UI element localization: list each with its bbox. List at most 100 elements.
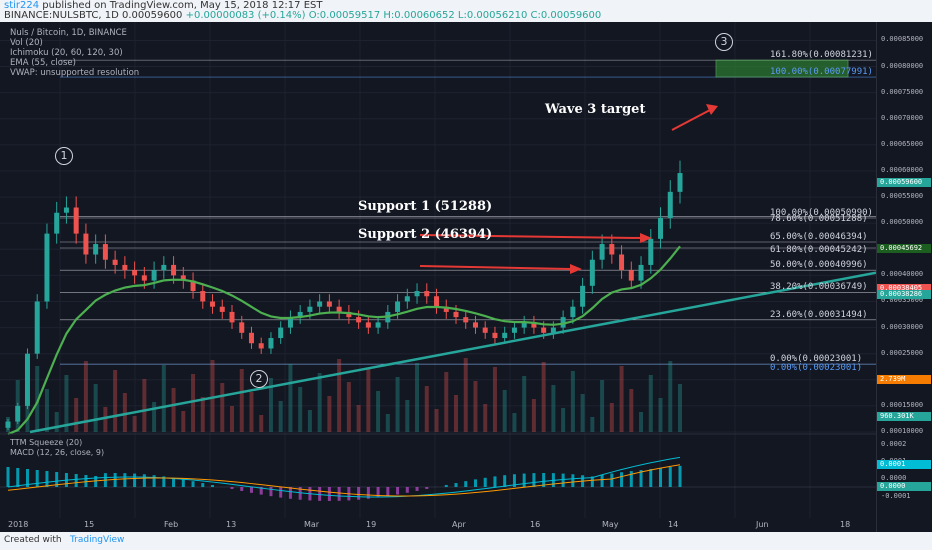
volume-bar <box>454 395 458 432</box>
macd-legend-label[interactable]: MACD (12, 26, close, 9) <box>10 448 105 457</box>
volume-bar <box>385 414 390 432</box>
candle-body <box>297 311 303 318</box>
macd-hist-bar <box>211 485 215 487</box>
macd-hist-bar <box>84 475 88 487</box>
tradingview-logo-link[interactable]: TradingView <box>70 535 125 545</box>
price-tick: 0.00025000 <box>881 348 924 357</box>
volume-bar <box>35 366 40 432</box>
candle-body <box>648 238 654 265</box>
volume-bar <box>522 376 527 432</box>
time-tick: 13 <box>226 520 237 529</box>
volume-bar <box>181 411 186 432</box>
volume-bar <box>658 398 663 432</box>
price-axis[interactable]: 0.00085000 0.00080000 0.00075000 0.00070000… <box>876 22 932 532</box>
candle-body <box>570 306 576 318</box>
fib-label: 50.00%(0.00040996) <box>770 260 868 271</box>
macd-hist-bar <box>269 487 273 497</box>
macd-hist-bar <box>279 487 283 498</box>
volume-bar <box>590 417 595 432</box>
macd-hist-bar <box>659 468 663 487</box>
legend-vwap[interactable]: VWAP: unsupported resolution <box>10 68 140 78</box>
volume-bar <box>249 392 254 432</box>
candle-body <box>424 291 430 297</box>
candle-body <box>375 322 381 328</box>
volume-bar <box>366 368 371 432</box>
fib-label: 0.00%(0.00023001) <box>770 354 863 365</box>
macd-hist-bar <box>415 487 419 491</box>
time-axis[interactable]: 2018 15 Feb 13 Mar 19 Apr 16 May 14 Jun 18 <box>0 518 876 532</box>
price-tick: 0.00075000 <box>881 87 924 96</box>
macd-hist-bar <box>181 479 185 487</box>
volume-bar <box>317 373 322 432</box>
candle-body <box>54 212 60 234</box>
volume-bar <box>483 404 488 432</box>
volume-bar <box>93 384 98 432</box>
macd-hist-bar <box>357 487 361 500</box>
legend-ichimoku[interactable]: Ichimoku (20, 60, 120, 30) <box>10 48 123 58</box>
candle-body <box>414 291 420 297</box>
time-tick: 16 <box>530 520 541 529</box>
candle-body <box>453 311 459 318</box>
candle-body <box>44 233 50 302</box>
candle-body <box>258 343 264 349</box>
volume-bar <box>463 358 468 432</box>
volume-bar <box>609 403 614 432</box>
author-link[interactable]: stir224 <box>4 0 40 11</box>
price-tick: 0.00080000 <box>881 61 924 70</box>
created-with-text: Created with <box>4 535 62 545</box>
macd-hist-bar <box>6 467 10 487</box>
macd-hist-bar <box>483 477 487 487</box>
volume-bar <box>346 382 351 432</box>
ticker-line: BINANCE:NULSBTC, 1D 0.00059600 +0.000000… <box>4 10 601 21</box>
candle-body <box>365 322 371 328</box>
time-tick: 19 <box>366 520 377 529</box>
volume-bar <box>171 388 176 432</box>
wave-3-arrow <box>671 109 711 131</box>
macd-hist-bar <box>191 481 195 487</box>
candle-body <box>229 311 235 323</box>
candle-body <box>580 285 586 307</box>
price-badge: 2.739M <box>877 375 931 384</box>
macd-legend: TTM Squeeze (20) MACD (12, 26, close, 9) <box>10 438 104 458</box>
legend-ema[interactable]: EMA (55, close) <box>10 58 76 68</box>
macd-tick: -0.0001 <box>881 492 911 500</box>
volume-bar <box>531 399 536 432</box>
candle-body <box>502 332 508 339</box>
macd-hist-bar <box>366 487 370 499</box>
fib-label: 100.00%(0.00050990) <box>770 208 873 218</box>
chart-svg[interactable] <box>0 22 876 532</box>
time-tick: Mar <box>304 520 320 529</box>
candle-body <box>317 301 323 307</box>
price-tick: 0.00085000 <box>881 35 924 44</box>
candle-body <box>268 338 274 349</box>
macd-hist-bar <box>473 479 477 487</box>
chart-canvas[interactable] <box>0 22 876 532</box>
volume-bar <box>561 408 566 432</box>
ticker-text: BINANCE:NULSBTC, 1D 0.00059600 <box>4 10 183 21</box>
volume-bar <box>376 391 381 432</box>
indicator-legend: Nuls / Bitcoin, 1D, BINANCE Vol (20) Ich… <box>10 28 139 78</box>
support-1-arrowhead <box>640 233 652 243</box>
macd-hist-bar <box>172 477 176 487</box>
candle-body <box>463 317 469 323</box>
volume-bar <box>405 400 410 432</box>
candle-body <box>287 317 293 328</box>
volume-bar <box>580 394 585 432</box>
candle-body <box>677 173 683 192</box>
candle-body <box>307 306 313 312</box>
macd-hist-bar <box>298 487 302 500</box>
candle-body <box>356 317 362 323</box>
ttm-legend[interactable]: TTM Squeeze (20) <box>10 438 83 447</box>
volume-bar <box>74 398 79 432</box>
candle-body <box>5 421 11 428</box>
change-text: +0.00000083 (+0.14%) <box>185 10 306 21</box>
candle-body <box>83 233 89 255</box>
price-badge: 0.00038286 <box>877 290 931 299</box>
volume-bar <box>220 383 225 432</box>
time-tick: Jun <box>756 520 769 529</box>
price-tick: 0.00010000 <box>881 427 924 435</box>
fib-label: 161.80%(0.00081231) <box>770 50 873 61</box>
volume-bar <box>541 362 546 432</box>
legend-vol[interactable]: Vol (20) <box>10 38 43 48</box>
candle-body <box>638 264 644 281</box>
